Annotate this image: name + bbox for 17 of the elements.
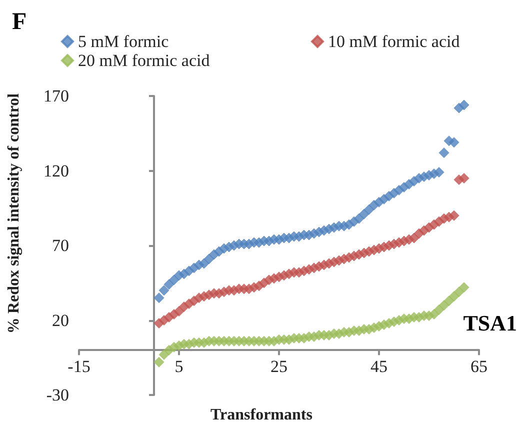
y-tick-label: 70 bbox=[52, 236, 69, 255]
y-tick-label: -30 bbox=[46, 386, 69, 404]
x-tick-label: 45 bbox=[370, 357, 388, 376]
x-tick-label: 65 bbox=[470, 357, 488, 376]
y-tick-label: 20 bbox=[52, 310, 69, 330]
x-tick-label: -15 bbox=[68, 357, 90, 376]
legend-label: 20 mM formic acid bbox=[78, 51, 210, 70]
y-tick-label: 120 bbox=[44, 161, 69, 180]
legend-label: 10 mM formic acid bbox=[328, 32, 460, 51]
y-axis-title: % Redox signal intensity of control bbox=[6, 92, 22, 334]
x-tick-label: 5 bbox=[174, 357, 184, 376]
text: F bbox=[12, 9, 27, 35]
legend-label: 5 mM formic bbox=[78, 32, 170, 51]
y-tick-label: 170 bbox=[44, 86, 69, 106]
x-tick-label: 25 bbox=[270, 357, 288, 376]
x-axis-title: Transformants bbox=[210, 406, 312, 424]
annotation: TSA1 bbox=[463, 310, 517, 336]
